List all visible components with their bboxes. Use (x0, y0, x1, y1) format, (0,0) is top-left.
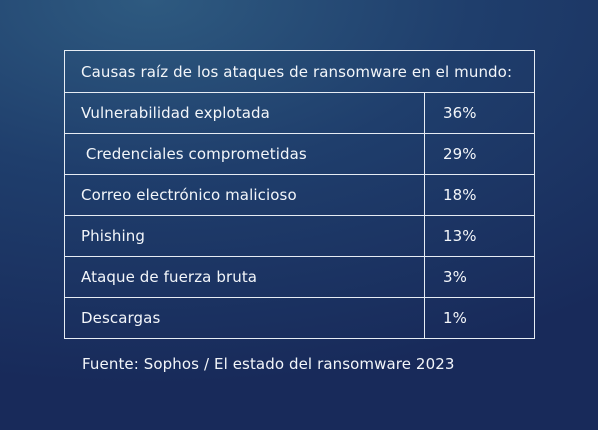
table-body: Causas raíz de los ataques de ransomware… (63, 50, 536, 339)
source-note: Fuente: Sophos / El estado del ransomwar… (82, 355, 455, 373)
row-value: 18% (423, 174, 536, 216)
table-row: Phishing 13% (64, 215, 536, 257)
table-row: Correo electrónico malicioso 18% (64, 174, 536, 216)
row-label: Correo electrónico malicioso (64, 174, 425, 216)
row-value: 3% (423, 256, 536, 298)
table-row: Credenciales comprometidas 29% (64, 133, 536, 175)
table-title-row: Causas raíz de los ataques de ransomware… (63, 50, 536, 93)
row-value: 36% (423, 92, 536, 134)
table-row: Vulnerabilidad explotada 36% (64, 92, 536, 134)
row-value: 13% (423, 215, 536, 257)
data-table: Causas raíz de los ataques de ransomware… (63, 50, 536, 339)
row-label: Phishing (64, 215, 425, 257)
ransomware-causes-table: Causas raíz de los ataques de ransomware… (63, 50, 536, 339)
row-label: Ataque de fuerza bruta (64, 256, 425, 298)
row-value: 29% (423, 133, 536, 175)
row-label: Descargas (64, 297, 425, 339)
row-label: Credenciales comprometidas (64, 133, 425, 175)
table-title: Causas raíz de los ataques de ransomware… (63, 50, 536, 93)
table-row: Descargas 1% (64, 297, 536, 339)
row-value: 1% (423, 297, 536, 339)
row-label: Vulnerabilidad explotada (64, 92, 425, 134)
table-row: Ataque de fuerza bruta 3% (64, 256, 536, 298)
